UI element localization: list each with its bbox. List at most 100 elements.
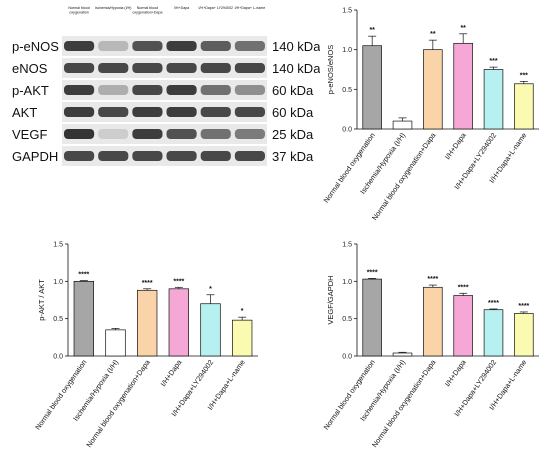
- blot-size-label: 37 kDa: [272, 149, 314, 164]
- blot-band: [234, 151, 265, 161]
- blot-protein-label: eNOS: [12, 61, 48, 76]
- y-axis-title: p-eNOS/eNOS: [326, 45, 335, 95]
- bar: [483, 69, 504, 130]
- blot-band: [132, 107, 163, 117]
- significance-label: **: [460, 25, 466, 32]
- blot-protein-label: GAPDH: [12, 149, 58, 164]
- blot-lane-label: I/H+Dapa+ L-name: [235, 6, 266, 10]
- category-label: Normal blood oxygenation: [33, 358, 88, 432]
- significance-label: ****: [458, 284, 469, 291]
- blot-lane-label: I/H+Dapa+ LY294002: [199, 6, 234, 10]
- blot-band: [234, 41, 265, 51]
- blot-band: [98, 129, 129, 139]
- bar: [392, 352, 413, 357]
- y-tick-label: 0.0: [342, 354, 352, 361]
- blot-band: [200, 129, 231, 139]
- y-axis-title: VEGF/GAPDH: [326, 275, 335, 324]
- y-tick-label: 0.5: [342, 316, 352, 323]
- blot-band: [64, 151, 95, 161]
- y-tick-label: 1.5: [53, 242, 63, 249]
- blot-lane-label: Ischemia/Hypoxia (I/H): [95, 6, 131, 10]
- significance-label: ****: [367, 269, 378, 276]
- bar: [73, 280, 94, 357]
- blot-band: [166, 107, 197, 117]
- blot-band: [132, 63, 163, 73]
- bar: [392, 120, 413, 130]
- blot-band: [64, 85, 95, 95]
- category-label: Normal blood oxygenation+Dapa: [370, 131, 438, 222]
- y-tick-label: 1.5: [342, 8, 352, 15]
- y-tick-label: 0.0: [342, 127, 352, 134]
- significance-label: ****: [142, 280, 153, 287]
- bar: [514, 83, 534, 130]
- significance-label: *: [209, 286, 212, 293]
- blot-protein-label: p-eNOS: [12, 39, 59, 54]
- bar: [105, 329, 126, 357]
- significance-label: ***: [489, 58, 497, 65]
- significance-label: ****: [78, 272, 89, 279]
- y-tick-label: 0.0: [53, 354, 63, 361]
- blot-band: [98, 151, 129, 161]
- bar: [200, 303, 221, 357]
- bar: [453, 295, 473, 357]
- y-tick-label: 1.0: [53, 279, 63, 286]
- blot-band: [98, 41, 129, 51]
- blot-band: [200, 151, 231, 161]
- y-axis-title: p-AKT / AKT: [37, 279, 46, 321]
- blot-band: [166, 85, 197, 95]
- bar: [423, 49, 443, 130]
- blot-band: [98, 107, 129, 117]
- y-tick-label: 1.5: [342, 242, 352, 249]
- blot-band: [64, 107, 95, 117]
- bar: [362, 278, 382, 357]
- bar-chart-p-akt-akt: 0.0 0.5 1.0 1.5 p-AKT / AKT **** Normal blood …: [33, 242, 258, 449]
- blot-size-label: 60 kDa: [272, 83, 314, 98]
- blot-size-label: 140 kDa: [272, 39, 320, 54]
- blot-size-label: 60 kDa: [272, 105, 314, 120]
- category-label: I/H+Dapa: [159, 358, 184, 388]
- blot-band: [234, 63, 265, 73]
- western-blot-panel: Normal blood oxygenation Ischemia/Hypoxia …: [12, 6, 320, 166]
- blot-band: [166, 129, 197, 139]
- significance-label: ***: [520, 72, 528, 79]
- blot-size-label: 25 kDa: [272, 127, 314, 142]
- bar: [453, 42, 473, 130]
- bar: [168, 288, 189, 357]
- blot-band: [234, 129, 265, 139]
- blot-band: [234, 85, 265, 95]
- bar: [514, 313, 534, 357]
- category-label: I/H+Dapa: [443, 358, 468, 388]
- blot-band: [200, 41, 231, 51]
- y-tick-label: 1.0: [342, 279, 352, 286]
- blot-band: [200, 63, 231, 73]
- significance-label: ****: [488, 300, 499, 307]
- significance-label: *: [241, 308, 244, 315]
- bar: [483, 309, 504, 357]
- bar: [423, 286, 443, 357]
- bar-chart-vegf-gapdh: 0.0 0.5 1.0 1.5 VEGF/GAPDH **** Normal blood o…: [322, 242, 539, 449]
- blot-band: [64, 41, 95, 51]
- bar: [362, 45, 382, 130]
- blot-band: [200, 85, 231, 95]
- category-label: I/H+Dapa: [443, 131, 468, 161]
- blot-band: [132, 41, 163, 51]
- category-label: Normal blood oxygenation: [322, 358, 377, 432]
- blot-band: [132, 151, 163, 161]
- blot-band: [200, 107, 231, 117]
- category-label: Normal blood oxygenation+Dapa: [370, 358, 438, 449]
- significance-label: ****: [173, 278, 184, 285]
- bar: [232, 319, 253, 357]
- blot-band: [132, 129, 163, 139]
- blot-protein-label: p-AKT: [12, 83, 49, 98]
- blot-band: [64, 63, 95, 73]
- significance-label: ****: [427, 276, 438, 283]
- blot-size-label: 140 kDa: [272, 61, 320, 76]
- y-tick-label: 0.5: [53, 316, 63, 323]
- blot-lane-label: Normal blood oxygenation: [68, 6, 89, 15]
- blot-band: [98, 63, 129, 73]
- blot-band: [64, 129, 95, 139]
- blot-band: [234, 107, 265, 117]
- blot-band: [132, 85, 163, 95]
- significance-label: **: [369, 27, 375, 34]
- blot-band: [166, 151, 197, 161]
